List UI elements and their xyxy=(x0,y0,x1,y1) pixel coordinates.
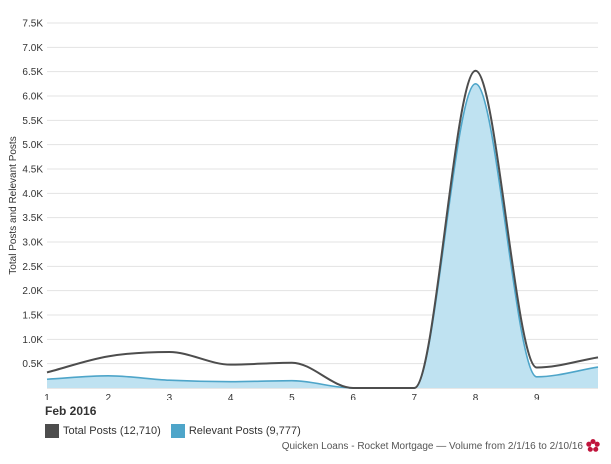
x-tick-label: 2 xyxy=(105,393,111,400)
y-tick-label: 1.5K xyxy=(22,311,43,322)
x-tick-label: 9 xyxy=(534,393,540,400)
x-tick-label: 8 xyxy=(473,393,479,400)
grid-lines xyxy=(47,22,598,389)
y-tick-label: 6.0K xyxy=(22,92,43,103)
relevant-posts-area xyxy=(47,83,598,388)
footer-caption: Quicken Loans - Rocket Mortgage — Volume… xyxy=(281,441,583,452)
y-tick-label: 2.0K xyxy=(22,286,43,297)
legend-label-total: Total Posts (12,710) xyxy=(63,425,161,437)
flower-logo-icon xyxy=(586,439,600,452)
y-tick-label: 7.5K xyxy=(22,19,43,30)
legend-item-relevant[interactable]: Relevant Posts (9,777) xyxy=(170,424,301,438)
x-axis-period-label: Feb 2016 xyxy=(45,404,97,418)
y-tick-label: 5.0K xyxy=(22,140,43,151)
x-tick-label: 6 xyxy=(350,393,356,400)
x-tick-label: 5 xyxy=(289,393,295,400)
x-tick-label: 7 xyxy=(412,393,418,400)
y-tick-label: 0.5K xyxy=(22,359,43,370)
y-tick-label: 2.5K xyxy=(22,262,43,273)
y-axis-ticks: 0.5K 1.0K 1.5K 2.0K 2.5K 3.0K 3.5K 4.0K 4.5K 5.0K… xyxy=(22,19,43,371)
legend-item-total[interactable]: Total Posts (12,710) xyxy=(45,424,161,438)
legend-swatch-relevant xyxy=(170,424,185,438)
y-tick-label: 3.0K xyxy=(22,238,43,249)
y-tick-label: 4.5K xyxy=(22,165,43,176)
x-tick-label: 3 xyxy=(167,393,173,400)
legend-label-relevant: Relevant Posts (9,777) xyxy=(188,425,301,437)
y-axis-label: Total Posts and Relevant Posts xyxy=(8,136,19,274)
y-tick-label: 5.5K xyxy=(22,116,43,127)
legend-swatch-total xyxy=(45,424,59,438)
y-tick-label: 3.5K xyxy=(22,213,43,224)
legend: Total Posts (12,710) Relevant Posts (9,7… xyxy=(45,424,311,438)
series-group xyxy=(46,69,599,389)
y-tick-label: 7.0K xyxy=(22,43,43,54)
y-tick-label: 6.5K xyxy=(22,67,43,78)
total-posts-line[interactable] xyxy=(46,69,599,389)
y-tick-label: 1.0K xyxy=(22,335,43,346)
x-axis-ticks: 1 2 3 4 5 6 7 8 9 xyxy=(44,393,540,400)
chart-area: 0.5K 1.0K 1.5K 2.0K 2.5K 3.0K 3.5K 4.0K 4.5K 5.0K… xyxy=(8,19,599,400)
y-tick-label: 4.0K xyxy=(22,189,43,200)
x-tick-label: 4 xyxy=(228,393,234,400)
x-tick-label: 1 xyxy=(44,393,50,400)
